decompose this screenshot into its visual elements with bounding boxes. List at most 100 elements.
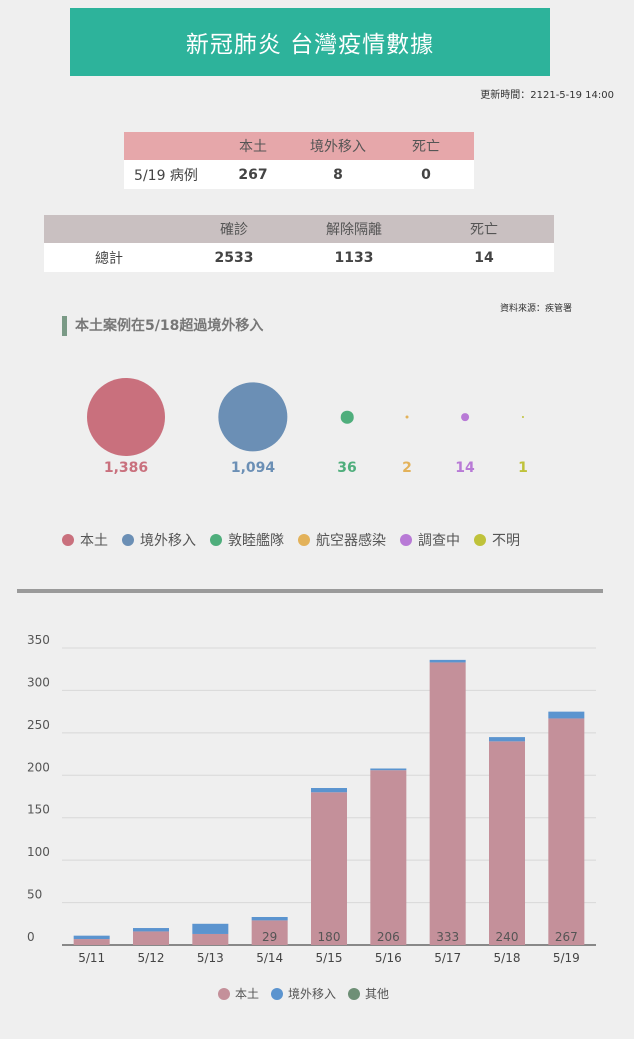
x-tick-label: 5/17 xyxy=(434,951,461,965)
y-tick-label: 200 xyxy=(27,760,50,774)
legend-label: 境外移入 xyxy=(140,533,196,549)
table-header-cell: 死亡 xyxy=(378,132,474,160)
bar-data-label: 333 xyxy=(436,930,459,944)
table-header-cell xyxy=(44,215,174,243)
bubble-4 xyxy=(461,413,469,421)
bubble-value-label: 1 xyxy=(518,460,528,476)
bar-segment-1 xyxy=(251,916,288,921)
table-header-cell: 解除隔離 xyxy=(294,215,414,243)
bar-data-label: 240 xyxy=(496,930,519,944)
legend-item: 本土 xyxy=(218,985,259,1002)
total-cases-table: 確診 解除隔離 死亡 總計 2533 1133 14 xyxy=(44,215,554,272)
legend-item: 航空器感染 xyxy=(298,530,386,550)
x-tick-label: 5/14 xyxy=(256,951,283,965)
section-title: 本土案例在5/18超過境外移入 xyxy=(62,316,263,336)
daily-cases-table: 本土 境外移入 死亡 5/19 病例 267 8 0 xyxy=(124,132,474,189)
bubble-1 xyxy=(218,382,288,452)
legend-item: 其他 xyxy=(348,985,389,1002)
updated-time: 更新時間：2121-5-19 14:00 xyxy=(480,90,614,101)
table-header-cell: 確診 xyxy=(174,215,294,243)
imported-cases-value: 8 xyxy=(298,160,378,189)
legend-label: 其他 xyxy=(365,987,390,1001)
page-title: 新冠肺炎 台灣疫情數據 xyxy=(185,32,435,58)
bar-segment-1 xyxy=(548,711,585,719)
y-tick-label: 50 xyxy=(27,888,42,902)
bar-segment-1 xyxy=(489,737,525,742)
bar-segment-1 xyxy=(73,935,110,940)
table-row: 5/19 病例 267 8 0 xyxy=(124,160,474,189)
bar-data-label: 29 xyxy=(262,930,277,944)
x-tick-label: 5/19 xyxy=(553,951,580,965)
bar-segment-0 xyxy=(429,662,466,945)
confirmed-total-value: 2533 xyxy=(174,243,294,272)
y-tick-label: 0 xyxy=(27,930,35,944)
y-tick-label: 150 xyxy=(27,803,50,817)
x-tick-label: 5/15 xyxy=(316,951,343,965)
data-source: 資料來源：疾管署 xyxy=(499,304,572,314)
legend-dot xyxy=(122,534,134,546)
x-tick-label: 5/13 xyxy=(197,951,224,965)
bar-segment-1 xyxy=(311,788,347,793)
legend-label: 航空器感染 xyxy=(316,533,386,549)
legend-label: 不明 xyxy=(492,533,520,549)
bar-segment-0 xyxy=(133,931,169,945)
legend-label: 調查中 xyxy=(418,533,460,549)
x-tick-label: 5/16 xyxy=(375,951,402,965)
table-header-cell: 本土 xyxy=(208,132,298,160)
legend-dot xyxy=(210,534,222,546)
legend-item: 敦睦艦隊 xyxy=(210,530,284,550)
bubble-value-label: 36 xyxy=(337,460,357,476)
bar-segment-0 xyxy=(73,939,110,945)
y-tick-label: 300 xyxy=(27,675,50,689)
bubble-5 xyxy=(521,415,525,419)
row-label: 5/19 病例 xyxy=(124,160,208,189)
daily-cases-bar-chart: 0 50 100 150 200 250 300 350 5/11 5/12 5/13 29 5/14 1… xyxy=(27,633,596,965)
bar-data-label: 180 xyxy=(318,930,341,944)
legend-item: 境外移入 xyxy=(122,530,196,550)
legend-dot xyxy=(348,987,361,1000)
bar-segment-0 xyxy=(489,741,525,945)
bubble-value-label: 14 xyxy=(455,460,475,476)
legend-label: 敦睦艦隊 xyxy=(228,533,284,549)
table-header-row: 確診 解除隔離 死亡 xyxy=(44,215,554,243)
bar-segment-0 xyxy=(251,920,288,945)
legend-label: 本土 xyxy=(80,533,108,549)
deaths-total-value: 14 xyxy=(414,243,554,272)
bubble-value-label: 2 xyxy=(402,460,412,476)
table-row: 總計 2533 1133 14 xyxy=(44,243,554,272)
bubble-0 xyxy=(87,378,165,456)
table-header-cell: 境外移入 xyxy=(298,132,378,160)
table-header-row: 本土 境外移入 死亡 xyxy=(124,132,474,160)
y-tick-label: 100 xyxy=(27,845,50,859)
legend-item: 調查中 xyxy=(400,530,460,550)
y-tick-label: 250 xyxy=(27,718,50,732)
legend-label: 本土 xyxy=(235,987,260,1001)
bar-segment-0 xyxy=(370,770,407,945)
released-total-value: 1133 xyxy=(294,243,414,272)
bar-segment-0 xyxy=(192,933,229,945)
legend-item: 不明 xyxy=(474,530,520,550)
legend-dot xyxy=(218,987,230,1000)
local-cases-value: 267 xyxy=(208,160,298,189)
legend-dot xyxy=(62,534,74,546)
divider xyxy=(17,589,603,593)
bar-segment-1 xyxy=(133,928,169,932)
deaths-value: 0 xyxy=(378,160,474,189)
legend-dot xyxy=(298,534,310,546)
legend-label: 境外移入 xyxy=(288,987,337,1001)
table-header-cell: 死亡 xyxy=(414,215,554,243)
legend-dot xyxy=(400,534,412,546)
bar-segment-1 xyxy=(192,923,229,934)
bubble-3 xyxy=(405,415,409,419)
legend-item: 本土 xyxy=(62,530,108,550)
x-tick-label: 5/18 xyxy=(494,951,521,965)
bar-segment-1 xyxy=(370,768,407,771)
y-tick-label: 350 xyxy=(27,633,50,647)
x-tick-label: 5/12 xyxy=(138,951,165,965)
bubble-legend: 本土 境外移入 敦睦艦隊 航空器感染 調查中 不明 xyxy=(62,530,520,550)
table-header-cell xyxy=(124,132,208,160)
bar-segment-0 xyxy=(548,718,585,945)
legend-item: 境外移入 xyxy=(271,985,336,1002)
legend-dot xyxy=(271,987,284,1000)
bubble-value-label: 1,386 xyxy=(103,460,149,476)
